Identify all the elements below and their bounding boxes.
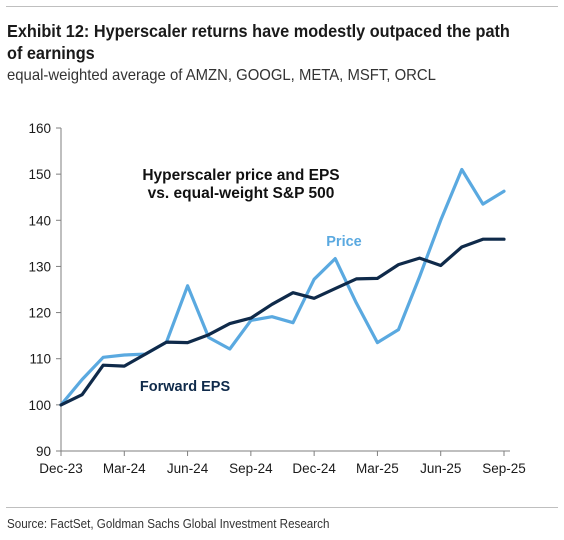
top-rule [6, 6, 558, 7]
x-tick-label: Mar-25 [356, 461, 399, 476]
y-tick-label: 130 [28, 259, 51, 274]
chart-area: 90 100 110 120 130 140 150 160 Dec-23 Mar-24 Jun-2… [0, 100, 564, 500]
series-line-forward-eps [59, 237, 506, 407]
chart-title-line: Hyperscaler price and EPS [142, 167, 339, 184]
x-tick-label: Mar-24 [103, 461, 146, 476]
bottom-rule [6, 507, 558, 508]
x-tick-label: Jun-24 [167, 461, 209, 476]
y-tick-label: 140 [28, 213, 51, 228]
source-note: Source: FactSet, Goldman Sachs Global In… [7, 517, 330, 531]
series-label-forward-eps: Forward EPS [140, 379, 231, 395]
exhibit-title: Exhibit 12: Hyperscaler returns have mod… [7, 21, 510, 63]
series-label-price: Price [326, 234, 361, 250]
y-tick-label: 100 [28, 398, 51, 413]
y-tick-label: 90 [36, 444, 51, 459]
x-tick-label: Dec-24 [292, 461, 336, 476]
chart-title-line: vs. equal-weight S&P 500 [148, 185, 335, 202]
y-tick-label: 160 [28, 121, 51, 136]
x-tick-label: Dec-23 [39, 461, 83, 476]
exhibit-subtitle: equal-weighted average of AMZN, GOOGL, M… [7, 67, 436, 84]
series-line-price [59, 167, 506, 407]
y-tick-label: 150 [28, 167, 51, 182]
y-tick-label: 120 [28, 306, 51, 321]
y-tick-label: 110 [29, 352, 51, 367]
x-tick-label: Jun-25 [420, 461, 461, 476]
line-chart: 90 100 110 120 130 140 150 160 Dec-23 Mar-24 Jun-2… [28, 121, 526, 476]
x-tick-label: Sep-25 [482, 461, 526, 476]
x-tick-label: Sep-24 [229, 461, 273, 476]
